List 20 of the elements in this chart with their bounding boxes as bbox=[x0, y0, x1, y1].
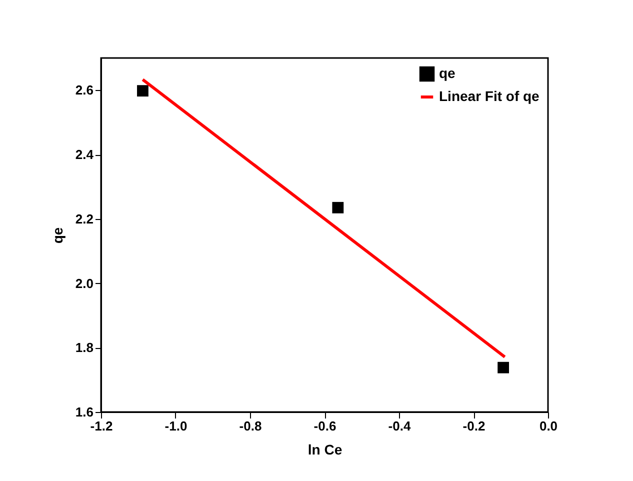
y-tick-label: 2.2 bbox=[75, 211, 94, 226]
x-tick-label: 0.0 bbox=[539, 418, 558, 434]
y-axis-title: qe bbox=[49, 227, 66, 244]
y-tick-label: 1.8 bbox=[75, 340, 94, 356]
point bbox=[137, 85, 148, 97]
legend-label: qe bbox=[439, 65, 456, 81]
x-tick-label: -0.6 bbox=[314, 418, 336, 434]
point bbox=[498, 362, 509, 374]
x-tick-label: -1.0 bbox=[164, 418, 188, 434]
x-tick-label: -0.8 bbox=[239, 418, 262, 434]
y-tick-label: 2.0 bbox=[75, 276, 94, 291]
x-tick-label: -0.4 bbox=[388, 418, 412, 434]
y-tick-label: 2.6 bbox=[75, 82, 94, 98]
point bbox=[332, 202, 344, 214]
x-axis-title: ln Ce bbox=[308, 442, 342, 458]
y-tick-label: 2.4 bbox=[75, 147, 94, 162]
x-tick-label: -0.2 bbox=[462, 418, 486, 434]
legend-label: Linear Fit of qe bbox=[439, 88, 540, 104]
y-tick-label: 1.6 bbox=[75, 404, 94, 420]
x-tick-label: -1.2 bbox=[90, 418, 113, 434]
